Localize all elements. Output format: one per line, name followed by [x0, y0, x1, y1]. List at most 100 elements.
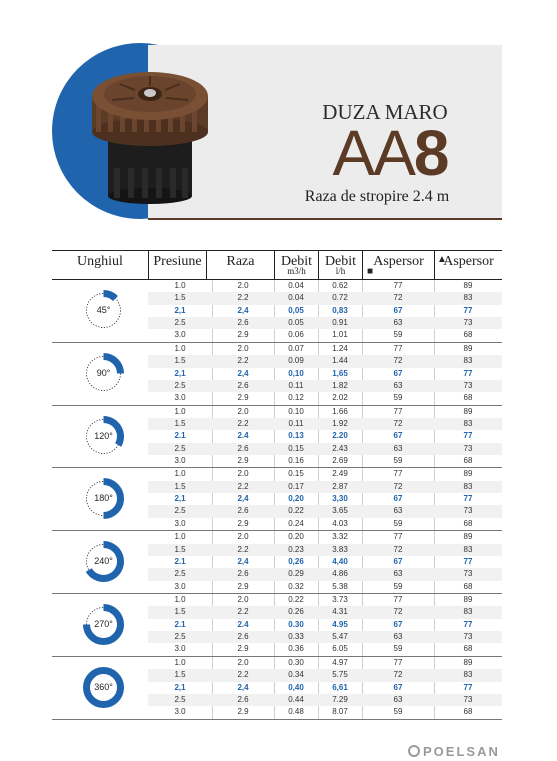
table-cell: 1.0 [174, 532, 186, 542]
table-cell: 3.0 [174, 393, 186, 403]
table-cell: 63 [393, 318, 403, 328]
table-cell: 2.2 [237, 481, 249, 491]
angle-label: 180° [94, 493, 113, 504]
table-cell: 1.5 [174, 356, 186, 366]
table-cell: 2.0 [237, 469, 249, 479]
table-cell: 59 [393, 393, 403, 403]
table-cell: 67 [393, 682, 403, 692]
table-cell: 63 [393, 694, 403, 704]
table-row: 2.5 2.6 0.11 1.82 63 73 [148, 379, 502, 393]
table-cell: 72 [393, 670, 403, 680]
angle-cell: 180° [52, 468, 148, 530]
table-cell: 2.5 [174, 443, 186, 453]
table-cell: 4.31 [332, 607, 348, 617]
table-cell: 0.23 [288, 544, 304, 554]
table-cell: 2.9 [237, 644, 249, 654]
column-divider [318, 405, 319, 468]
table-cell: 5.38 [332, 581, 348, 591]
table-cell: 2.43 [332, 443, 348, 453]
angle-group: 360° 1.0 2.0 0.30 4.97 77 89 1.5 2.2 0.34 5.75 72 83… [52, 656, 502, 720]
nozzle-image [92, 72, 208, 204]
table-cell: 77 [463, 682, 473, 692]
table-cell: 3.32 [332, 532, 348, 542]
table-cell: 2.5 [174, 380, 186, 390]
table-cell: 4.95 [332, 619, 348, 629]
table-cell: 2.0 [237, 406, 249, 416]
table-row: 2.5 2.6 0.29 4.86 63 73 [148, 568, 502, 581]
table-cell: 3.65 [332, 506, 348, 516]
table-cell: 2.6 [237, 380, 249, 390]
header-pressure: Presiune [148, 251, 206, 279]
table-row: 2.5 2.6 0.15 2.43 63 73 [148, 442, 502, 456]
angle-cell: 45° [52, 280, 148, 342]
logo-icon [408, 745, 420, 757]
table-row: 1.0 2.0 0.07 1.24 77 89 [148, 343, 502, 355]
table-row: 3.0 2.9 0.32 5.38 59 68 [148, 581, 502, 593]
table-row: 3.0 2.9 0.16 2.69 59 68 [148, 455, 502, 467]
table-cell: 2,4 [237, 305, 249, 315]
table-cell: 0,26 [288, 556, 304, 566]
table-cell: 0.15 [288, 469, 304, 479]
table-row-highlighted: 2.1 2,4 0,26 4,40 67 77 [148, 556, 502, 568]
angle-label: 120° [94, 430, 113, 441]
header-flow-lh-unit: l/h [335, 266, 346, 276]
angle-cell: 90° [52, 343, 148, 405]
column-divider [362, 405, 363, 468]
table-cell: 77 [463, 494, 473, 504]
table-cell: 73 [463, 632, 473, 642]
table-cell: 77 [463, 431, 473, 441]
table-cell: 8.07 [332, 707, 348, 717]
header-flow-m3h: Debit m3/h [274, 251, 318, 279]
table-cell: 2.0 [237, 281, 249, 290]
angle-label: 45° [96, 305, 111, 315]
table-cell: 3.0 [174, 581, 186, 591]
table-row: 1.0 2.0 0.22 3.73 77 89 [148, 594, 502, 606]
table-row: 1.5 2.2 0.11 1.92 72 83 [148, 417, 502, 431]
table-cell: 4,40 [332, 556, 348, 566]
table-cell: 3.83 [332, 544, 348, 554]
table-cell: 67 [393, 619, 403, 629]
angle-group: 240° 1.0 2.0 0.20 3.32 77 89 1.5 2.2 0.23 3.83 72 83… [52, 531, 502, 594]
table-cell: 0.24 [288, 518, 304, 528]
table-row: 2.5 2.6 0.33 5.47 63 73 [148, 631, 502, 644]
table-cell: 63 [393, 632, 403, 642]
table-cell: 1.5 [174, 481, 186, 491]
coverage-arc-icon [86, 415, 124, 454]
table-cell: 68 [463, 330, 473, 340]
table-cell: 1.92 [332, 418, 348, 428]
column-divider [212, 656, 213, 719]
table-cell: 72 [393, 481, 403, 491]
table-cell: 2.9 [237, 518, 249, 528]
table-cell: 72 [393, 418, 403, 428]
column-divider [212, 280, 213, 342]
table-cell: 2.6 [237, 318, 249, 328]
table-cell: 73 [463, 569, 473, 579]
header-radius: Raza [206, 251, 274, 279]
angle-cell: 270° [52, 594, 148, 656]
column-divider [212, 342, 213, 405]
table-row: 1.0 2.0 0.30 4.97 77 89 [148, 657, 502, 669]
table-cell: 0,10 [288, 368, 304, 378]
table-cell: 0.29 [288, 569, 304, 579]
column-divider [362, 468, 363, 531]
column-divider [212, 468, 213, 531]
table-cell: 2.4 [237, 619, 249, 629]
table-row: 3.0 2.9 0.24 4.03 59 68 [148, 518, 502, 530]
model-prefix: AA [332, 117, 416, 189]
table-cell: 0.34 [288, 670, 304, 680]
table-cell: 73 [463, 506, 473, 516]
column-divider [274, 405, 275, 468]
table-cell: 63 [393, 569, 403, 579]
table-cell: 0.44 [288, 694, 304, 704]
column-divider [274, 342, 275, 405]
table-row-highlighted: 2,1 2,4 0,40 6,61 67 77 [148, 682, 502, 694]
table-cell: 2.1 [174, 431, 186, 441]
table-row: 2.5 2.6 0.22 3.65 63 73 [148, 505, 502, 518]
table-row: 1.5 2.2 0.17 2.87 72 83 [148, 480, 502, 494]
table-cell: 1.0 [174, 657, 186, 667]
table-cell: 73 [463, 443, 473, 453]
table-cell: 2.5 [174, 506, 186, 516]
table-row: 1.0 2.0 0.04 0.62 77 89 [148, 280, 502, 292]
table-cell: 0.22 [288, 506, 304, 516]
column-divider [318, 531, 319, 593]
